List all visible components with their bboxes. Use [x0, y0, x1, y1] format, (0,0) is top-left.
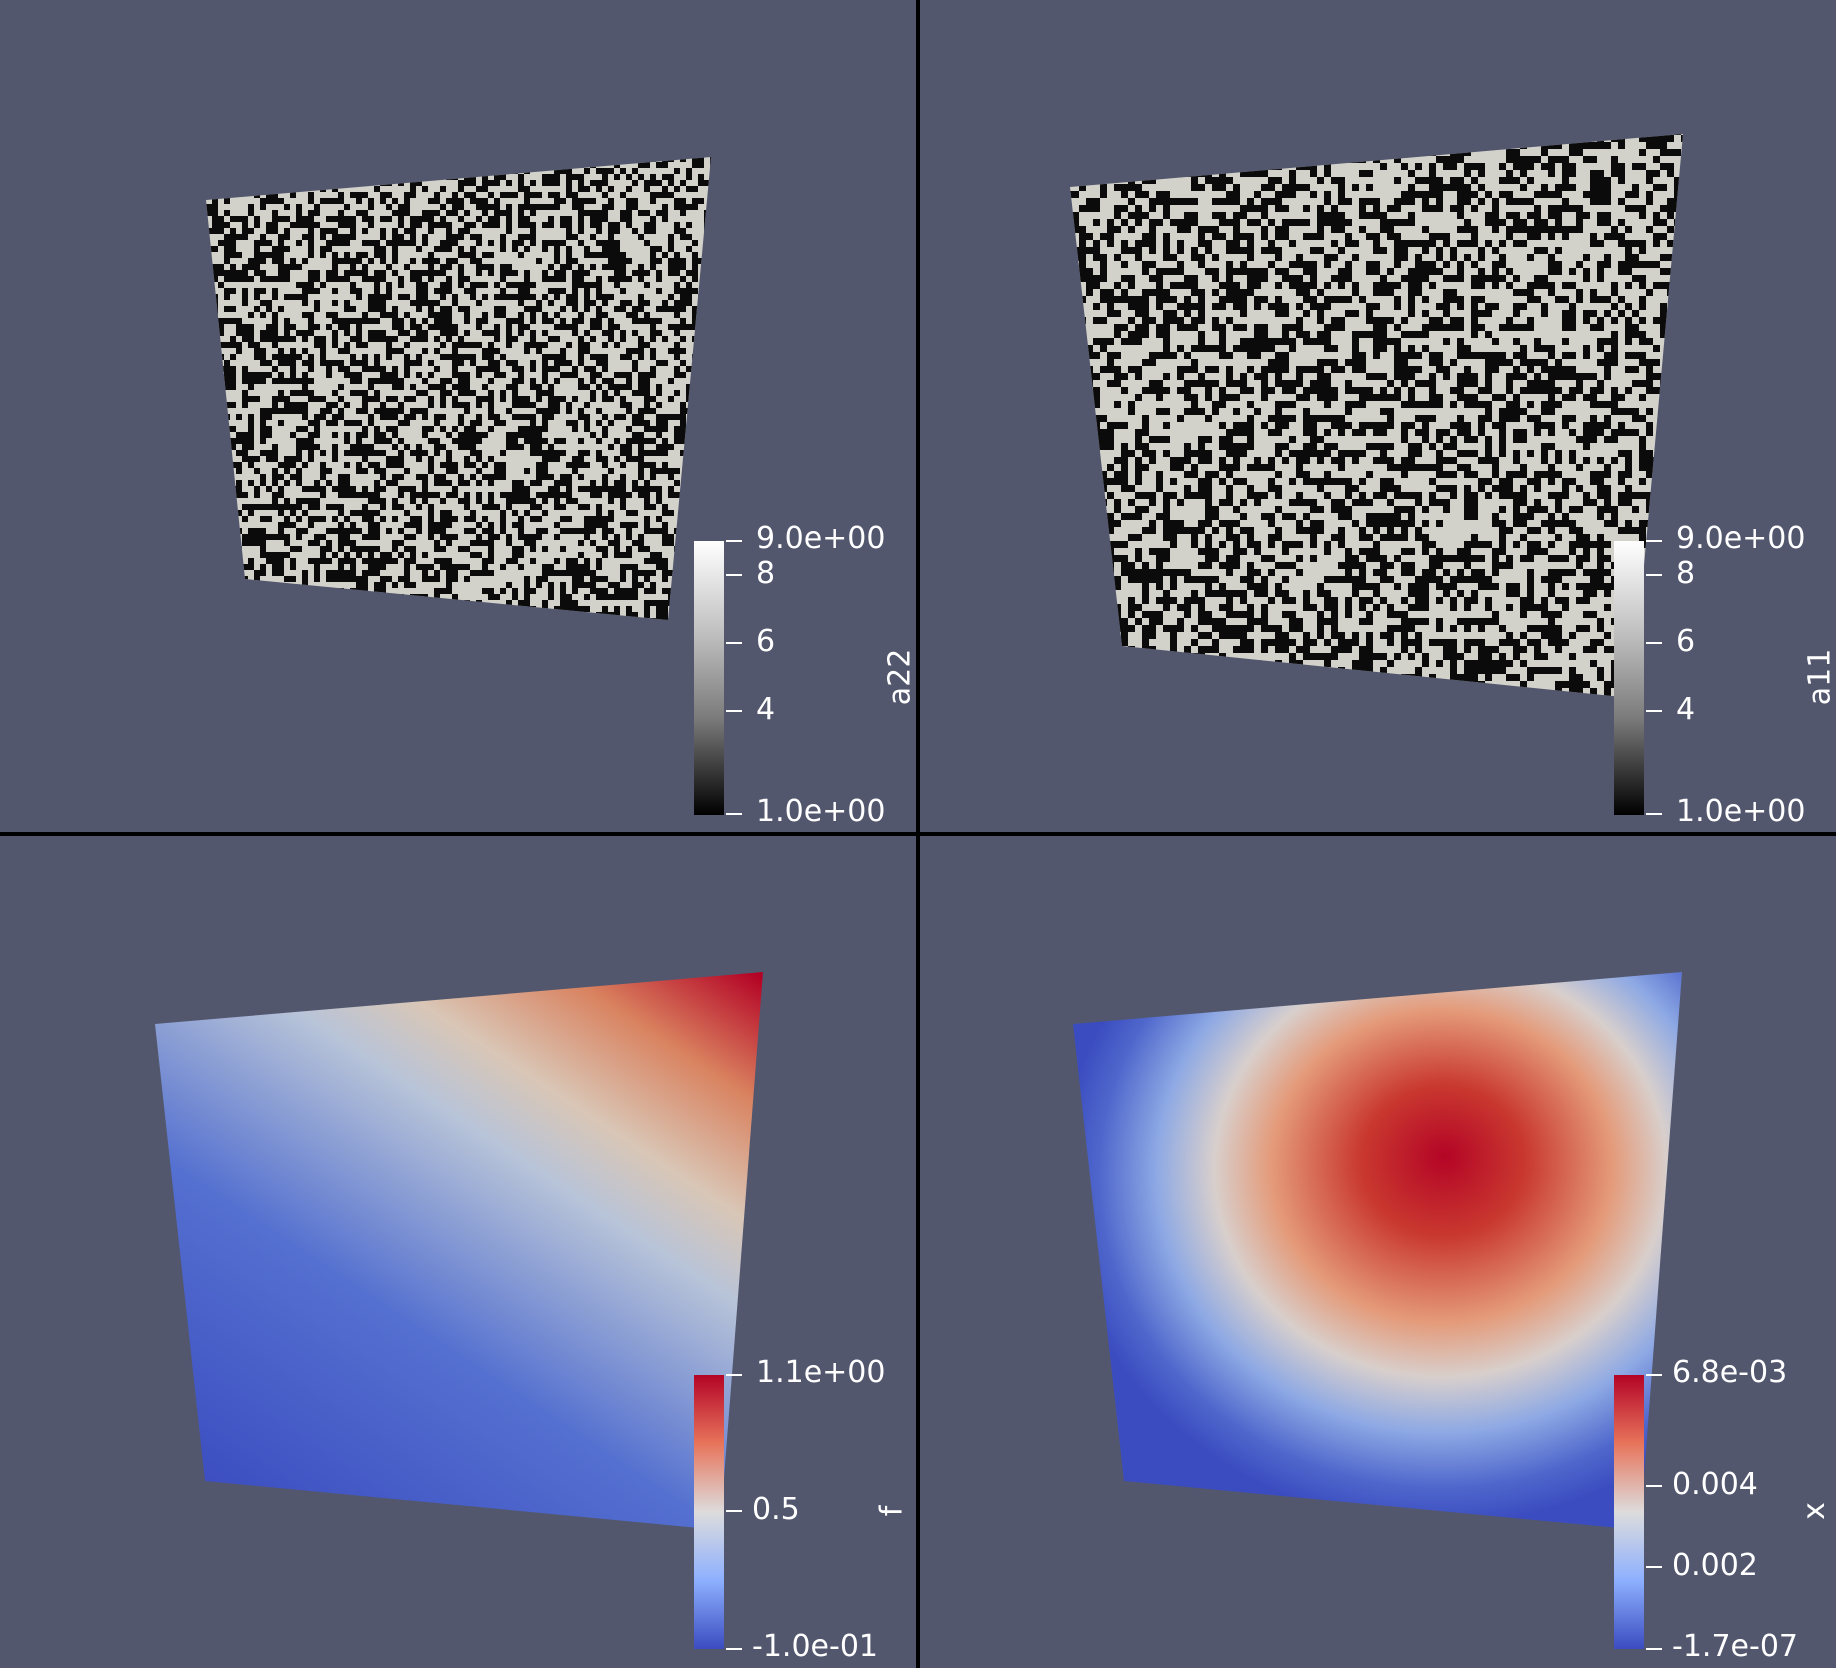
render-view-a22[interactable]: 9.0e+00 8 6 4 1.0e+00 a22: [0, 0, 916, 832]
render-view-f[interactable]: 1.1e+00 0.5 -1.0e-01 f: [0, 836, 916, 1668]
colorbar-tick-label: 6: [756, 624, 776, 659]
colorbar-max-label: 1.1e+00: [756, 1355, 886, 1390]
colorbar-title: a22: [882, 648, 916, 706]
colorbar-tick: [726, 540, 742, 542]
colorbar-tick: [1646, 574, 1662, 576]
colorbar-tick-label: 8: [756, 556, 776, 591]
colorbar-title: f: [874, 1505, 910, 1517]
mesh-surface-x: [1073, 972, 1682, 1530]
colorbar-min-label: 1.0e+00: [756, 794, 886, 829]
colorbar-tick: [1646, 1648, 1662, 1650]
colorbar-x: [1614, 1375, 1644, 1649]
colorbar-tick: [726, 642, 742, 644]
colorbar-tick: [726, 1510, 742, 1512]
colorbar-tick-label: 4: [756, 692, 776, 727]
colorbar-max-label: 9.0e+00: [756, 521, 886, 556]
colorbar-title: a11: [1802, 648, 1836, 706]
colorbar-tick-label: 0.004: [1672, 1467, 1758, 1502]
mesh-surface-a11: [1070, 134, 1683, 698]
colorbar-tick: [1646, 813, 1662, 815]
colorbar-tick: [1646, 710, 1662, 712]
colorbar-tick: [1646, 1485, 1662, 1487]
mesh-surface-a22: [206, 157, 711, 620]
colorbar-max-label: 9.0e+00: [1676, 521, 1806, 556]
colorbar-tick-label: 4: [1676, 692, 1696, 727]
colorbar-tick: [726, 710, 742, 712]
render-view-x[interactable]: 6.8e-03 0.004 0.002 -1.7e-07 x: [920, 836, 1836, 1668]
mesh-surface-f: [155, 972, 763, 1530]
colorbar-max-label: 6.8e-03: [1672, 1355, 1788, 1390]
colorbar-tick: [726, 574, 742, 576]
colorbar-tick-label: 6: [1676, 624, 1696, 659]
render-view-a11[interactable]: 9.0e+00 8 6 4 1.0e+00 a11: [920, 0, 1836, 832]
colorbar-a22: [694, 541, 724, 815]
speckle-cells: [1070, 134, 1683, 698]
colorbar-a11: [1614, 541, 1644, 815]
colorbar-title: x: [1796, 1502, 1832, 1520]
colorbar-tick-label: 0.002: [1672, 1548, 1758, 1583]
colorbar-min-label: 1.0e+00: [1676, 794, 1806, 829]
colorbar-tick: [1646, 642, 1662, 644]
colorbar-tick: [726, 1648, 742, 1650]
colorbar-tick: [1646, 1566, 1662, 1568]
colorbar-tick: [1646, 540, 1662, 542]
colorbar-tick: [726, 1374, 742, 1376]
colorbar-tick-label: 8: [1676, 556, 1696, 591]
colorbar-tick-label: 0.5: [752, 1492, 800, 1527]
colorbar-min-label: -1.7e-07: [1672, 1629, 1798, 1664]
colorbar-f: [694, 1375, 724, 1649]
colorbar-tick: [726, 813, 742, 815]
speckle-cells: [206, 157, 711, 620]
colorbar-tick: [1646, 1374, 1662, 1376]
colorbar-min-label: -1.0e-01: [752, 1629, 878, 1664]
